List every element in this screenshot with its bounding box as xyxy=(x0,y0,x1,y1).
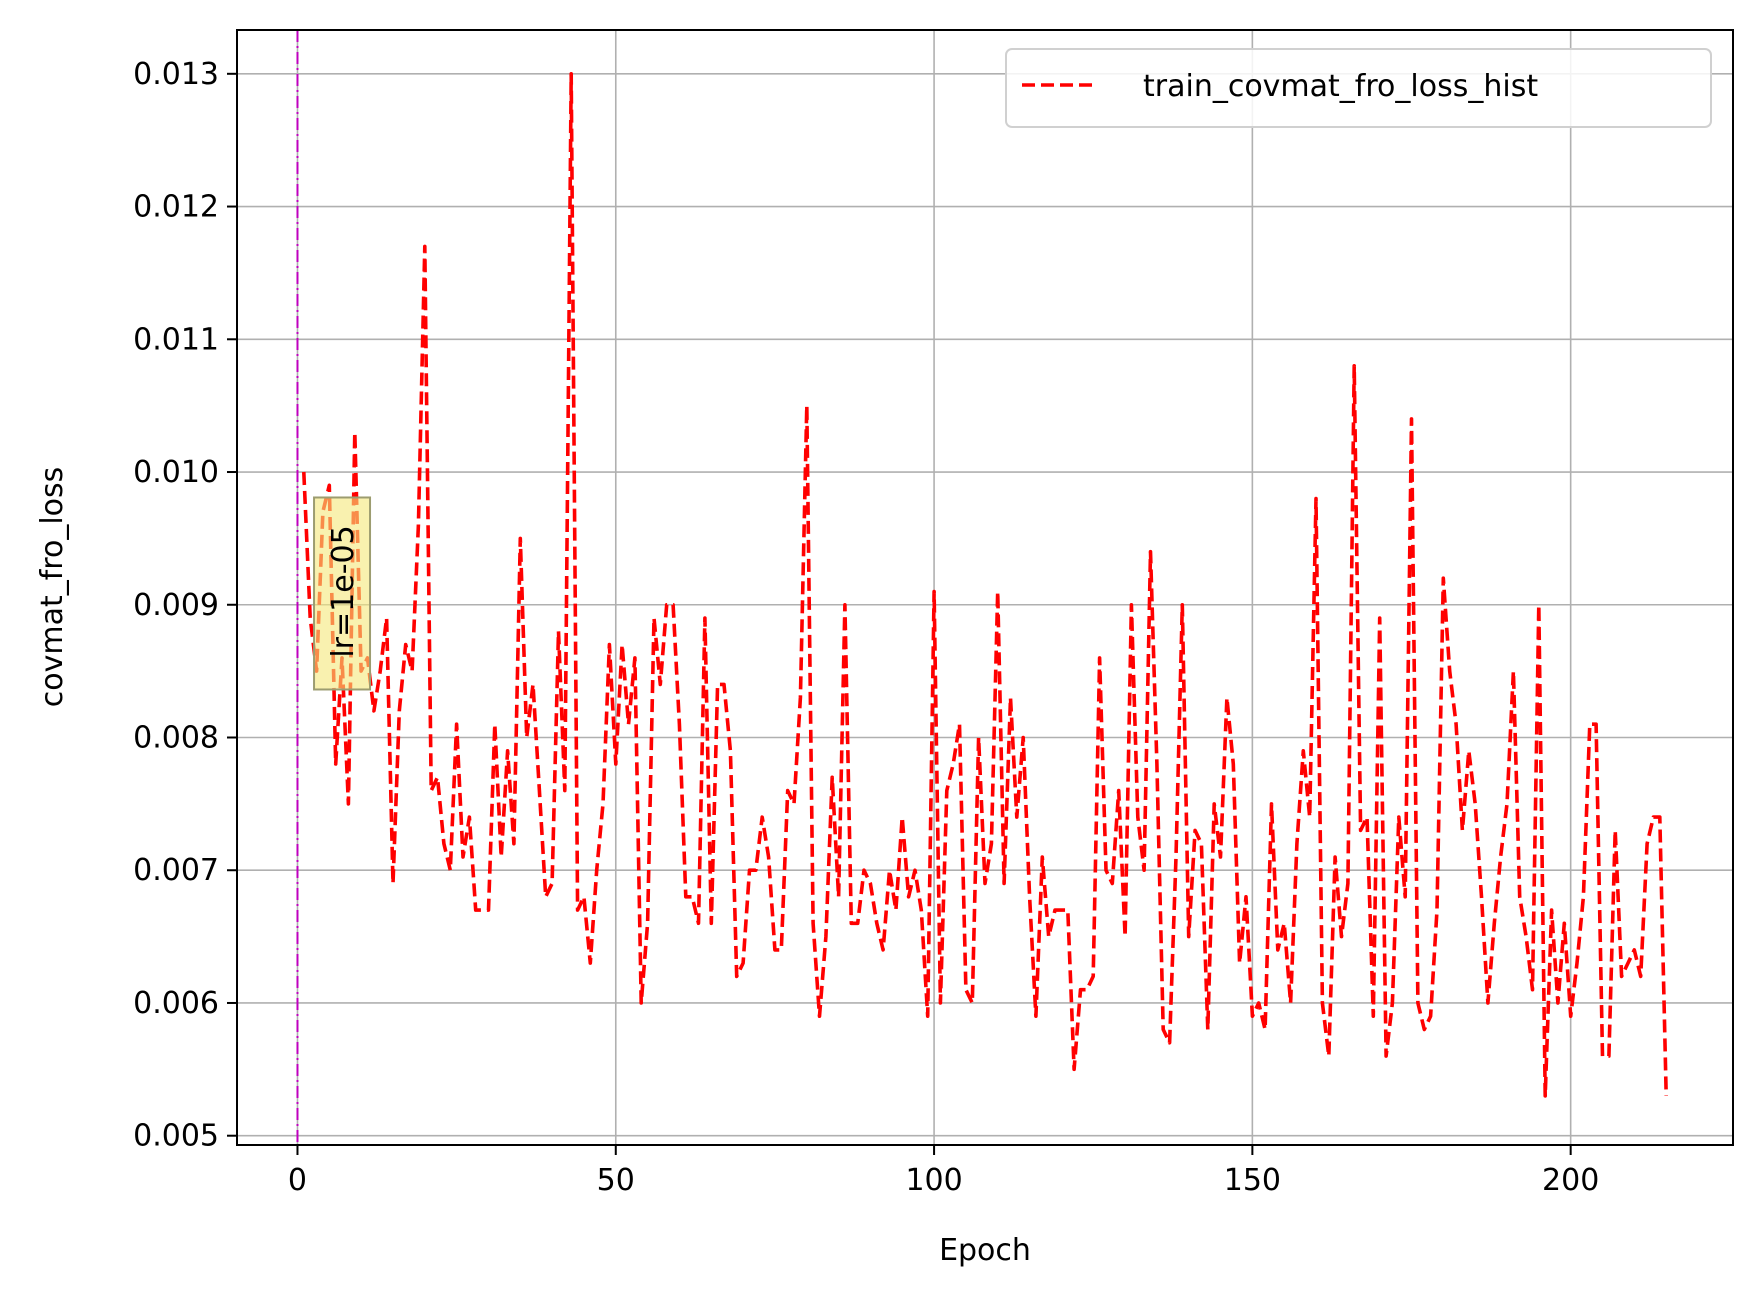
x-tick-label: 200 xyxy=(1542,1163,1599,1198)
grid xyxy=(237,30,1733,1145)
y-axis-ticks: 0.005 0.006 0.007 0.008 0.009 0.010 0.011 0.012… xyxy=(133,57,237,1154)
x-axis-ticks: 0 50 100 150 200 xyxy=(288,1145,1599,1198)
annotation-box xyxy=(313,496,372,691)
y-axis-label: covmat_fro_loss xyxy=(35,467,70,708)
series-lines xyxy=(302,72,1668,1098)
legend-box xyxy=(1005,48,1712,128)
plot-frame xyxy=(236,29,1734,1146)
y-tick-label: 0.012 xyxy=(133,190,219,225)
x-axis-label: Epoch xyxy=(939,1233,1031,1268)
plot-area-background xyxy=(237,30,1733,1145)
series-line xyxy=(302,72,1668,1098)
x-tick-label: 50 xyxy=(597,1163,635,1198)
x-tick-label: 100 xyxy=(905,1163,962,1198)
y-tick-label: 0.011 xyxy=(133,322,219,357)
x-tick-label: 150 xyxy=(1224,1163,1281,1198)
y-tick-label: 0.006 xyxy=(133,986,219,1021)
y-tick-label: 0.007 xyxy=(133,853,219,888)
y-tick-label: 0.008 xyxy=(133,720,219,755)
legend: train_covmat_fro_loss_hist xyxy=(1005,48,1712,128)
lr-annotation: lr=1e-05 xyxy=(313,496,372,691)
y-tick-label: 0.005 xyxy=(133,1119,219,1154)
x-tick-label: 0 xyxy=(288,1163,307,1198)
legend-label: train_covmat_fro_loss_hist xyxy=(1143,69,1538,104)
y-tick-label: 0.013 xyxy=(133,57,219,92)
y-tick-label: 0.010 xyxy=(133,455,219,490)
y-tick-label: 0.009 xyxy=(133,588,219,623)
annotation-text: lr=1e-05 xyxy=(326,525,361,657)
